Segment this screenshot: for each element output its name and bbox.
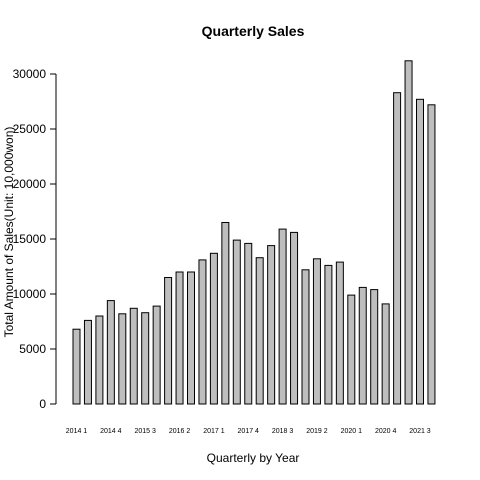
bar-2014-q4 (106, 300, 115, 405)
x-tick-label: 2019 2 (306, 428, 328, 435)
bar-2019-q2 (312, 258, 321, 405)
bar-2021-q2 (404, 60, 413, 405)
bar-2021-q3 (416, 98, 424, 405)
x-tick-label: 2020 4 (375, 428, 397, 435)
bar-2014-q1 (72, 328, 81, 405)
y-tick-label: 10000 (13, 287, 47, 301)
bar-2020-q4 (381, 303, 390, 405)
x-tick-label: 2016 2 (169, 428, 191, 435)
bar-2016-q4 (198, 259, 207, 405)
bar-2015-q4 (152, 305, 161, 405)
chart-title: Quarterly Sales (202, 23, 305, 39)
bar-2020-q2 (358, 286, 367, 405)
x-tick-label: 2017 4 (238, 428, 260, 435)
bar-2019-q4 (335, 261, 344, 405)
bar-2015-q1 (118, 313, 127, 405)
y-tick-label: 25000 (13, 122, 47, 136)
bar-2020-q1 (347, 294, 356, 405)
x-axis-tick-labels: 2014 1 2014 4 2015 3 2016 2 2017 1 2017 4 2018… (66, 428, 431, 435)
bar-2016-q1 (164, 277, 173, 405)
bar-2017-q2 (221, 222, 230, 405)
x-tick-label: 2021 3 (409, 428, 431, 435)
x-axis-label: Quarterly by Year (207, 451, 300, 465)
bar-2014-q2 (83, 319, 92, 405)
bar-2017-q4 (244, 242, 253, 405)
bar-2018-q1 (255, 257, 264, 405)
x-tick-label: 2017 1 (203, 428, 225, 435)
bar-2019-q1 (301, 269, 310, 405)
x-tick-label: 2020 1 (341, 428, 363, 435)
bar-2015-q3 (141, 312, 150, 405)
bar-2017-q3 (232, 239, 241, 405)
bar-2017-q1 (209, 252, 218, 405)
y-axis: 0 5000 10000 15000 20000 25000 30000 (13, 67, 57, 411)
bar-2014-q3 (95, 315, 104, 405)
x-tick-label: 2014 4 (100, 428, 122, 435)
bar-2021-q1 (393, 92, 402, 405)
y-tick-label: 5000 (19, 342, 46, 356)
bar-2015-q2 (129, 307, 138, 405)
y-tick-label: 15000 (13, 232, 47, 246)
y-tick-label: 0 (39, 397, 46, 411)
bar-2018-q2 (267, 245, 276, 405)
bar-2018-q4 (290, 231, 299, 405)
bar-2019-q3 (324, 264, 333, 405)
x-tick-label: 2018 3 (272, 428, 294, 435)
x-tick-label: 2014 1 (66, 428, 88, 435)
bar-2016-q3 (187, 271, 195, 405)
x-tick-label: 2015 3 (134, 428, 156, 435)
bar-2021-q4 (427, 104, 436, 405)
bar-2018-q3 (278, 228, 287, 405)
bar-2016-q2 (175, 271, 184, 405)
y-tick-label: 20000 (13, 177, 47, 191)
y-axis-label: Total Amount of Sales(Unit: 10,000won) (2, 127, 16, 338)
y-tick-label: 30000 (13, 67, 47, 81)
bars-group (72, 60, 436, 405)
bar-2020-q3 (370, 289, 379, 405)
